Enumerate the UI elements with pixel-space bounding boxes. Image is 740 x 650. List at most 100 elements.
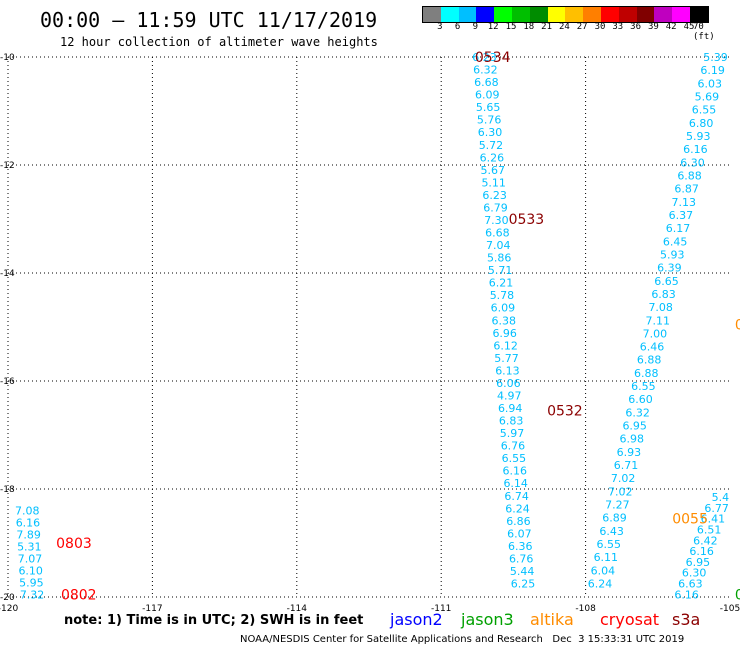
wave-height-value: 5.72 [479, 139, 504, 152]
wave-height-value: 7.02 [611, 472, 636, 485]
colorbar-swatch [636, 7, 655, 22]
wave-height-value: 6.14 [503, 477, 528, 490]
wave-height-value: 6.87 [674, 183, 699, 196]
x-tick-label: -105 [720, 604, 740, 614]
wave-height-value: 6.63 [678, 578, 703, 591]
pass-time-label: 0802 [61, 587, 97, 603]
wave-height-value: 6.04 [591, 564, 616, 577]
legend-note: note: 1) Time is in UTC; 2) SWH is in fe… [64, 613, 364, 628]
wave-height-value: 6.24 [588, 578, 613, 591]
wave-height-value: 6.16 [689, 545, 714, 558]
colorbar-swatch [458, 7, 477, 22]
wave-height-value: 5.39 [703, 51, 728, 64]
wave-height-value: 6.03 [698, 77, 723, 90]
colorbar-label: 45 [683, 22, 695, 32]
wave-height-value: 6.88 [634, 367, 659, 380]
satellite-tracks: 6.236.326.686.095.655.766.305.726.265.67… [15, 51, 729, 601]
colorbar-swatch [689, 7, 708, 22]
colorbar-label: 33 [612, 22, 624, 32]
colorbar-swatch [654, 7, 673, 22]
wave-height-value: 6.76 [509, 552, 534, 565]
wave-height-value: 6.09 [475, 89, 500, 102]
pass-time-label: 0533 [509, 212, 545, 228]
y-tick-label: -20 [0, 593, 15, 603]
wave-height-value: 6.83 [499, 415, 524, 428]
wave-height-value: 6.93 [617, 446, 642, 459]
wave-height-value: 6.32 [625, 406, 650, 419]
map-title: 00:00 – 11:59 UTC 11/17/2019 [40, 8, 378, 32]
wave-height-value: 6.55 [596, 538, 621, 551]
legend-item-s3a: s3a [672, 610, 701, 629]
wave-height-value: 6.88 [637, 354, 662, 367]
colorbar-labels: 3 6 9 12 15 18 21 24 27 30 33 36 39 42 45 70 (ft) [422, 22, 728, 42]
wave-height-value: 5.78 [490, 289, 515, 302]
colorbar-label: 36 [630, 22, 642, 32]
wave-height-value: 6.95 [622, 420, 647, 433]
wave-height-value: 5.76 [477, 114, 502, 127]
wave-height-value: 5.93 [660, 248, 685, 261]
wave-height-value: 6.30 [478, 126, 503, 139]
wave-height-value: 6.23 [482, 189, 507, 202]
pass-time-label: 08 [735, 587, 740, 603]
wave-height-value: 5.44 [510, 565, 535, 578]
wave-height-value: 6.79 [483, 201, 508, 214]
wave-height-value: 7.27 [605, 499, 630, 512]
time-labels: 0534053305320054005500803080208 [56, 50, 740, 603]
wave-height-value: 7.02 [608, 485, 633, 498]
wave-height-value: 6.25 [511, 578, 536, 591]
wave-height-value: 6.07 [507, 527, 532, 540]
wave-height-value: 6.51 [697, 524, 722, 537]
wave-height-value: 6.23 [472, 51, 497, 64]
wave-height-value: 6.68 [474, 76, 499, 89]
wave-height-value: 7.89 [16, 529, 41, 542]
wave-height-value: 6.95 [686, 556, 711, 569]
legend-item-jason3: jason3 [461, 610, 514, 629]
wave-height-value: 6.38 [492, 314, 517, 327]
legend-item-cryosat: cryosat [600, 610, 660, 629]
wave-height-value: 5.77 [494, 352, 519, 365]
wave-height-value: 7.08 [15, 505, 40, 518]
wave-height-value: 5.31 [17, 540, 42, 553]
colorbar-swatch [547, 7, 566, 22]
colorbar-label: 24 [558, 22, 570, 32]
x-tick-label: -117 [142, 604, 162, 614]
colorbar-swatch [672, 7, 690, 22]
colorbar-swatch [423, 7, 441, 22]
y-tick-label: -16 [0, 377, 15, 387]
colorbar-label: 3 [437, 22, 443, 32]
colorbar-label: 21 [541, 22, 553, 32]
wave-height-value: 6.42 [693, 534, 718, 547]
colorbar-label: 27 [576, 22, 588, 32]
wave-height-value: 7.11 [646, 314, 671, 327]
colorbar-label: 30 [594, 22, 606, 32]
wave-height-value: 6.83 [651, 288, 676, 301]
wave-height-value: 6.60 [628, 393, 653, 406]
wave-height-value: 7.32 [20, 588, 45, 601]
wave-height-value: 7.07 [18, 552, 43, 565]
colorbar-swatch [511, 7, 530, 22]
wave-height-value: 6.71 [614, 459, 639, 472]
y-tick-label: -14 [0, 269, 15, 279]
wave-height-value: 6.39 [657, 262, 682, 275]
wave-height-value: 6.32 [473, 64, 498, 77]
wave-height-value: 6.11 [594, 551, 619, 564]
colorbar-label: 42 [665, 22, 677, 32]
wave-height-value: 6.55 [692, 104, 717, 117]
wave-height-value: 6.16 [16, 517, 41, 530]
axis-ticks: -120 -117 -114 -111 -108 -105 -10 -12 -14 -16 -18 -… [0, 53, 740, 614]
map-grid [7, 56, 730, 598]
wave-height-value: 7.08 [648, 301, 673, 314]
colorbar-swatch [476, 7, 495, 22]
x-tick-label: -108 [575, 604, 596, 614]
wave-height-value: 6.09 [491, 302, 516, 315]
wave-height-value: 6.43 [599, 525, 624, 538]
wave-height-value: 6.16 [683, 143, 708, 156]
legend: note: 1) Time is in UTC; 2) SWH is in fe… [0, 610, 740, 630]
wave-height-value: 6.13 [495, 364, 520, 377]
colorbar-label: 39 [647, 22, 659, 32]
wave-height-value: 5.4 [712, 491, 730, 504]
legend-item-altika: altika [530, 610, 574, 629]
pass-time-label: 0532 [547, 404, 583, 420]
legend-item-jason2: jason2 [390, 610, 443, 629]
wave-height-value: 6.96 [492, 327, 517, 340]
